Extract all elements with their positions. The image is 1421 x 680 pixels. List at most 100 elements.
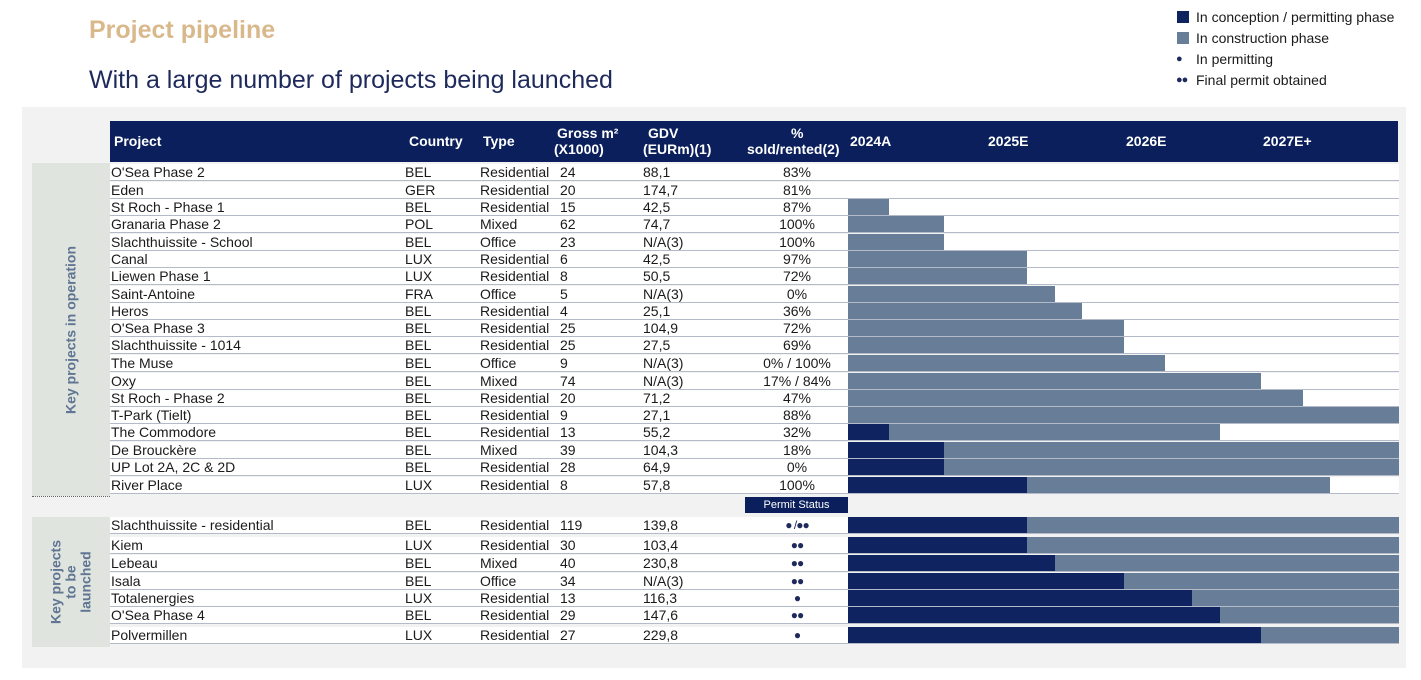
group-separator [32, 496, 110, 497]
row-divider [110, 475, 1399, 476]
cell-project: Heros [111, 303, 149, 319]
cell-country: LUX [405, 627, 433, 643]
cell-country: BEL [405, 573, 432, 589]
cell-gross-area: 24 [560, 164, 576, 180]
cell-country: BEL [405, 373, 432, 389]
cell-project: UP Lot 2A, 2C & 2D [111, 459, 236, 475]
cell-type: Office [480, 286, 517, 302]
row-divider [110, 267, 1399, 268]
cell-project: Oxy [111, 373, 136, 389]
cell-country: POL [405, 216, 434, 232]
cell-pct-sold: 88% [782, 407, 812, 423]
header-gross-line2: (X1000) [554, 141, 604, 157]
bar-construction [848, 337, 1124, 353]
cell-pct-sold: 87% [782, 199, 812, 215]
bar-construction [944, 459, 1399, 475]
cell-country: BEL [405, 234, 432, 250]
row-divider [110, 406, 1399, 407]
cell-country: LUX [405, 537, 433, 553]
bar-conception [848, 573, 1124, 589]
cell-gross-area: 8 [560, 268, 568, 284]
cell-type: Residential [480, 268, 550, 284]
cell-pct-sold: 0% / 100% [763, 355, 831, 371]
cell-type: Mixed [480, 442, 518, 458]
legend-label: In conception / permitting phase [1196, 9, 1395, 25]
grey-square-icon [1177, 32, 1189, 44]
single-dot-icon: ● [1176, 53, 1183, 65]
cell-permit-status: ● [793, 628, 801, 642]
table-row [110, 182, 1399, 198]
cell-country: BEL [405, 459, 432, 475]
cell-gdv: 74,7 [643, 216, 671, 232]
row-divider [110, 284, 1399, 285]
cell-project: T-Park (Tielt) [111, 407, 192, 423]
header-pct-line2: sold/rented(2) [747, 141, 840, 157]
cell-gross-area: 27 [560, 627, 576, 643]
cell-project: The Commodore [111, 424, 217, 440]
cell-pct-sold: 83% [782, 164, 812, 180]
cell-gross-area: 30 [560, 537, 576, 553]
cell-type: Residential [480, 303, 550, 319]
row-divider [110, 319, 1399, 320]
cell-country: BEL [405, 442, 432, 458]
cell-type: Residential [480, 424, 550, 440]
cell-country: BEL [405, 303, 432, 319]
row-divider [110, 336, 1399, 337]
cell-pct-sold: 32% [782, 424, 812, 440]
bar-construction [848, 268, 1028, 284]
cell-gdv: N/A(3) [643, 355, 684, 371]
bar-construction [1261, 627, 1399, 643]
cell-type: Residential [480, 182, 550, 198]
row-divider [110, 423, 1399, 424]
cell-gdv: 27,1 [643, 407, 671, 423]
cell-gdv: N/A(3) [643, 373, 684, 389]
row-divider [110, 250, 1399, 251]
cell-type: Residential [480, 199, 550, 215]
table-row [110, 164, 1399, 180]
cell-country: FRA [405, 286, 433, 302]
row-divider [110, 302, 1399, 303]
table-row [110, 251, 1399, 267]
cell-country: BEL [405, 199, 432, 215]
cell-gdv: 42,5 [643, 199, 671, 215]
cell-type: Residential [480, 337, 550, 353]
row-divider [110, 180, 1399, 181]
bar-construction [1219, 607, 1399, 623]
legend-item: ● In permitting [1176, 50, 1394, 71]
row-divider [110, 232, 1399, 233]
cell-project: O'Sea Phase 2 [111, 164, 205, 180]
row-divider [110, 623, 1399, 624]
row-divider [110, 589, 1399, 590]
cell-gross-area: 25 [560, 320, 576, 336]
cell-country: LUX [405, 590, 433, 606]
cell-project: De Brouckère [111, 442, 197, 458]
cell-gross-area: 9 [560, 407, 568, 423]
cell-gross-area: 39 [560, 442, 576, 458]
cell-country: BEL [405, 407, 432, 423]
cell-gdv: 55,2 [643, 424, 671, 440]
cell-country: BEL [405, 390, 432, 406]
cell-gdv: 25,1 [643, 303, 671, 319]
page-subtitle: With a large number of projects being la… [89, 66, 613, 94]
header-pct-line1: % [791, 125, 804, 141]
cell-pct-sold: 0% [786, 286, 808, 302]
cell-type: Residential [480, 590, 550, 606]
cell-project: Polvermillen [111, 627, 188, 643]
cell-project: O'Sea Phase 3 [111, 320, 205, 336]
row-divider [110, 389, 1399, 390]
cell-gross-area: 6 [560, 251, 568, 267]
cell-project: Totalenergies [111, 590, 195, 606]
cell-project: Liewen Phase 1 [111, 268, 211, 284]
header-project: Project [114, 133, 162, 149]
row-divider [110, 606, 1399, 607]
cell-gross-area: 29 [560, 607, 576, 623]
cell-project: Lebeau [111, 555, 158, 571]
bar-construction [1054, 555, 1399, 571]
header-country: Country [409, 133, 463, 149]
row-divider [110, 353, 1399, 354]
group-label-operation: Key projects in operation [32, 163, 110, 496]
cell-pct-sold: 100% [779, 216, 815, 232]
cell-project: Eden [111, 182, 144, 198]
cell-pct-sold: 100% [779, 234, 815, 250]
cell-gross-area: 40 [560, 555, 576, 571]
